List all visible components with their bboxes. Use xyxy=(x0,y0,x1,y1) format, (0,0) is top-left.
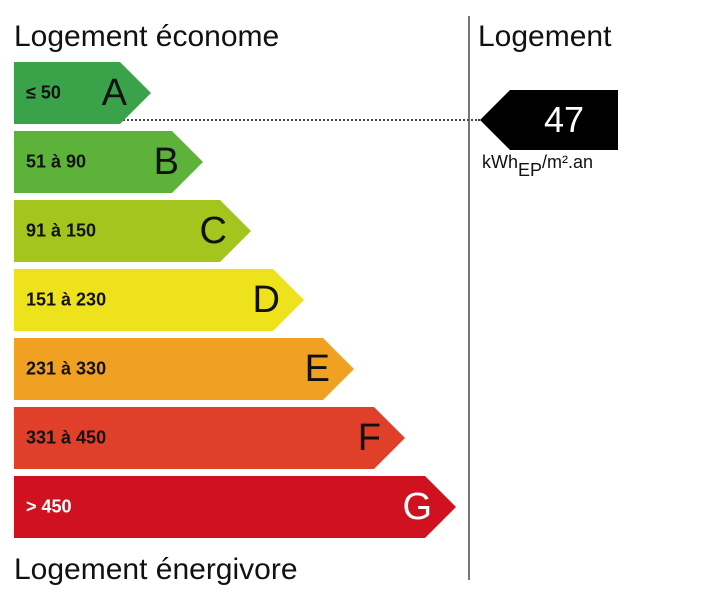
bottom-label: Logement énergivore xyxy=(14,553,298,586)
energy-band-arrow xyxy=(14,407,405,469)
energy-band-range: ≤ 50 xyxy=(26,82,61,103)
indicator-unit: kWhEP/m².an xyxy=(482,152,594,180)
energy-band-letter: B xyxy=(153,141,179,183)
energy-band-range: 51 à 90 xyxy=(26,151,87,172)
energy-band-f: 331 à 450 F xyxy=(14,407,405,469)
energy-band-letter: C xyxy=(199,210,227,252)
indicator-leader-line xyxy=(120,119,480,121)
energy-band-letter: A xyxy=(101,72,127,114)
energy-band-range: 91 à 150 xyxy=(26,220,97,241)
unit-subscript: EP xyxy=(518,160,543,180)
energy-band-arrow xyxy=(14,269,304,331)
energy-band-range: 331 à 450 xyxy=(26,427,107,448)
energy-band-a: ≤ 50 A xyxy=(14,62,151,124)
top-label: Logement économe xyxy=(14,20,280,53)
energy-band-d: 151 à 230 D xyxy=(14,269,304,331)
energy-band-g: > 450 G xyxy=(14,476,456,538)
energy-band-letter: F xyxy=(357,417,381,459)
energy-band-arrow xyxy=(14,200,251,262)
energy-band-arrow xyxy=(14,338,354,400)
divider xyxy=(468,16,470,580)
indicator-value: 47 xyxy=(543,99,585,140)
energy-band-arrow xyxy=(14,131,203,193)
unit-prefix: kWh xyxy=(482,152,518,172)
energy-band-b: 51 à 90 B xyxy=(14,131,203,193)
energy-band-e: 231 à 330 E xyxy=(14,338,354,400)
right-title: Logement xyxy=(478,20,612,53)
energy-band-c: 91 à 150 C xyxy=(14,200,251,262)
energy-band-arrow xyxy=(14,476,456,538)
unit-suffix: /m².an xyxy=(542,152,594,172)
energy-band-letter: E xyxy=(304,348,330,390)
energy-band-range: 151 à 230 xyxy=(26,289,107,310)
indicator-badge: 47 xyxy=(480,90,618,150)
energy-band-arrow xyxy=(14,62,151,124)
energy-band-letter: G xyxy=(402,486,432,528)
energy-band-letter: D xyxy=(252,279,280,321)
energy-band-range: 231 à 330 xyxy=(26,358,107,379)
energy-band-range: > 450 xyxy=(26,496,72,517)
